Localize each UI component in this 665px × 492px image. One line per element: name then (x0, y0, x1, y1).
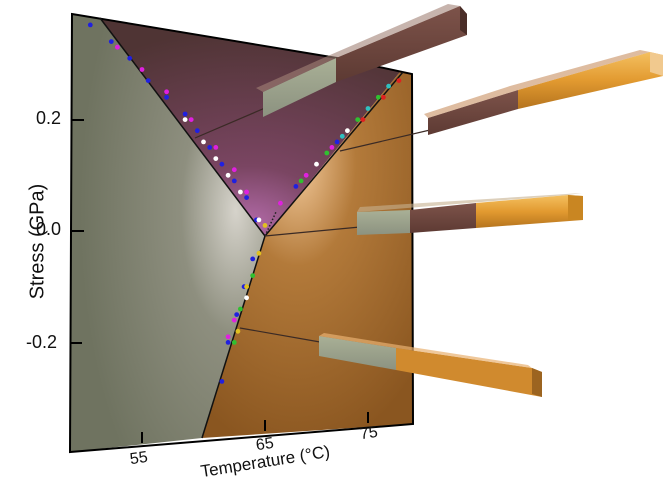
data-point-green (250, 273, 256, 278)
data-points (87, 22, 402, 384)
data-point-blue (182, 111, 188, 117)
data-point-white (201, 139, 206, 145)
data-point-magenta (303, 172, 309, 178)
data-point-green (324, 150, 330, 156)
data-point-yellow (244, 284, 250, 290)
data-point-magenta (278, 200, 283, 206)
plot-frame (68, 12, 415, 454)
data-point-blue (231, 178, 237, 184)
data-point-magenta (164, 89, 170, 95)
y-tick-label--0.2: -0.2 (26, 332, 58, 352)
bar-upper-right (424, 50, 663, 135)
data-point-blue (127, 55, 133, 61)
data-point-blue (145, 78, 151, 83)
data-point-red (396, 78, 402, 83)
boundary-upper-right (264, 71, 404, 237)
y-tick-label-0.2: 0.2 (36, 108, 62, 128)
data-point-blue (207, 145, 213, 150)
data-point-cyan (365, 106, 371, 111)
data-point-yellow (235, 328, 241, 334)
data-point-white (213, 156, 219, 162)
data-point-green (355, 117, 361, 122)
data-point-white (244, 295, 250, 301)
data-point-blue (87, 22, 93, 28)
boundary-dotted (264, 211, 277, 237)
data-point-green (238, 306, 243, 312)
data-point-magenta (188, 117, 194, 122)
data-point-magenta (231, 317, 237, 323)
data-point-magenta (115, 44, 120, 50)
data-point-green (298, 178, 304, 184)
data-point-yellow (256, 250, 262, 256)
data-point-green (375, 94, 381, 100)
data-point-blue (219, 161, 225, 167)
data-point-white (182, 117, 188, 122)
boundary-lower (201, 235, 266, 439)
boundary-upper-left (99, 17, 266, 237)
data-point-blue (219, 379, 225, 384)
data-point-red (360, 117, 366, 122)
x-tick-label-55: 55 (128, 448, 149, 469)
data-point-blue (293, 184, 299, 189)
data-point-cyan (339, 133, 345, 139)
data-point-blue (164, 94, 170, 100)
data-point-blue (225, 340, 231, 345)
data-point-cyan (386, 83, 391, 89)
data-point-blue (334, 139, 340, 145)
data-point-blue (194, 128, 200, 134)
region-left (70, 14, 265, 452)
data-point-magenta (244, 189, 250, 195)
data-point-red (381, 94, 386, 100)
bar-top (256, 4, 467, 117)
data-point-white (345, 128, 350, 134)
data-point-blue (108, 39, 114, 44)
data-point-magenta (231, 167, 237, 173)
data-point-white (314, 161, 319, 167)
data-point-blue (244, 195, 250, 201)
data-point-magenta (329, 145, 335, 150)
data-point-white (256, 217, 262, 223)
bar-middle (357, 193, 583, 235)
bar-bottom (319, 333, 542, 397)
data-point-blue (234, 312, 240, 317)
y-axis-label: Stress (GPa) (26, 183, 49, 300)
data-point-magenta (225, 334, 231, 340)
x-tick-label-75: 75 (358, 423, 379, 444)
data-point-white (238, 189, 243, 195)
data-point-green (231, 340, 237, 345)
data-point-yellow (262, 223, 268, 228)
data-point-magenta (139, 67, 145, 72)
data-point-blue (250, 256, 256, 262)
y-tick-label-0.0: 0.0 (36, 219, 62, 239)
data-point-magenta (213, 145, 219, 150)
data-point-white (225, 172, 231, 178)
leader-lines (194, 107, 431, 343)
